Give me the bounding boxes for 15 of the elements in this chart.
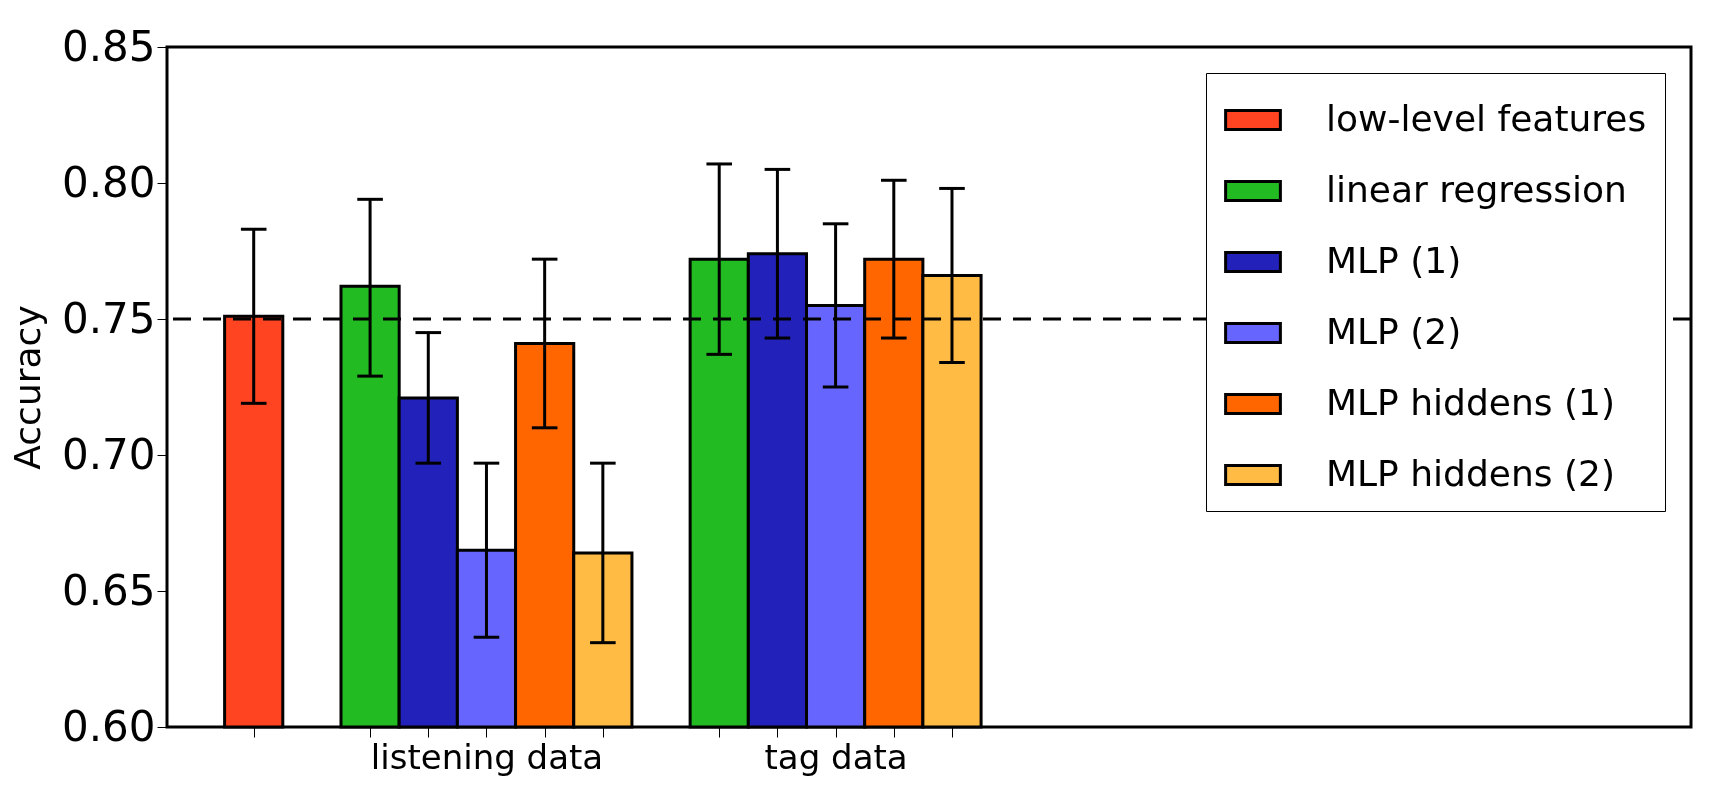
legend-label: MLP (2) [1326, 311, 1462, 352]
y-axis-title: Accuracy [6, 305, 48, 470]
y-tick-label: 0.75 [61, 293, 156, 343]
y-tick-label: 0.85 [61, 21, 156, 71]
legend-label: linear regression [1326, 169, 1627, 210]
y-tick-label: 0.65 [61, 565, 156, 615]
legend-label: MLP hiddens (1) [1326, 382, 1615, 423]
y-tick-label: 0.60 [61, 701, 156, 751]
x-tick-label: tag data [764, 736, 908, 777]
legend-label: MLP (1) [1326, 240, 1462, 281]
legend-label: low-level features [1326, 98, 1647, 139]
legend-label: MLP hiddens (2) [1326, 453, 1615, 494]
y-tick-label: 0.70 [61, 429, 156, 479]
y-tick-label: 0.80 [61, 157, 156, 207]
x-tick-label: listening data [370, 736, 604, 777]
